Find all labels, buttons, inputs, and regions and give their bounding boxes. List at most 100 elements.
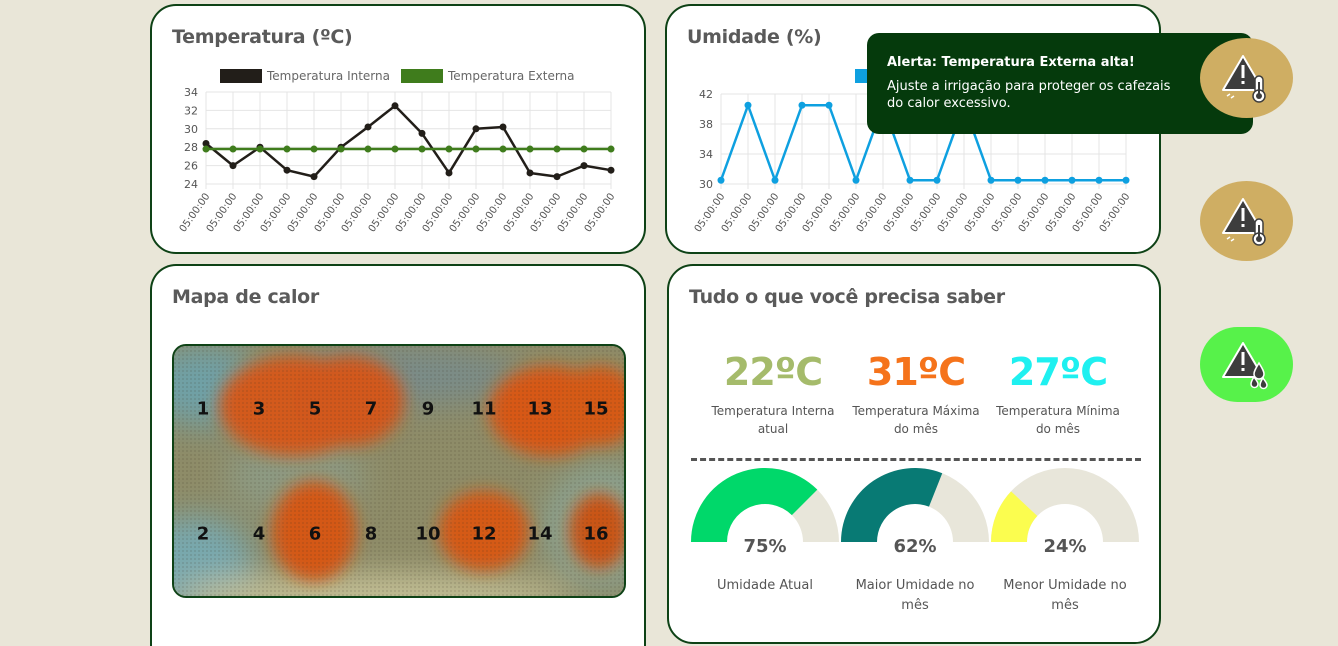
hum-data-point	[1122, 176, 1130, 184]
hum-data-point	[1068, 176, 1076, 184]
hum-y-tick-label: 34	[699, 148, 713, 161]
hum-series-line	[719, 104, 1126, 182]
stat-min-temp-value: 27ºC	[1008, 350, 1108, 394]
heatmap-card: Mapa de calor	[150, 264, 646, 646]
hum-legend-swatch	[855, 69, 869, 83]
heatmap-sensor-label: 16	[583, 523, 609, 545]
hum-y-tick-label: 38	[699, 118, 713, 131]
humidity-gauges	[691, 468, 1139, 542]
heatmap-sensor-label: 3	[252, 398, 266, 420]
hum-data-point	[825, 101, 833, 109]
gauge-fill	[991, 491, 1038, 542]
heatmap-sensor-label: 10	[415, 523, 441, 545]
alert-toast-message: Ajuste a irrigação para proteger os cafe…	[887, 79, 1171, 111]
gauge-current-humidity-value: 75%	[743, 536, 787, 557]
heatmap-card-title: Mapa de calor	[172, 286, 319, 308]
temp-data-point	[391, 145, 399, 153]
temperature-chart: 24262830323405:00:0005:00:0005:00:0005:0…	[178, 69, 617, 235]
temp-data-point	[229, 162, 237, 170]
heatmap-sensor-label: 7	[364, 398, 378, 420]
gauge-fill	[841, 468, 943, 542]
temp-data-point	[391, 102, 399, 110]
stat-internal-temp-value: 22ºC	[723, 350, 823, 394]
temp-y-tick-label: 24	[184, 178, 198, 191]
heatmap-sensor-label: 2	[196, 523, 210, 545]
temp-data-point	[607, 166, 615, 174]
humidity-alert-button[interactable]	[1200, 327, 1293, 402]
temp-data-point	[580, 145, 588, 153]
temp-legend-swatch	[401, 69, 443, 83]
temp-data-point	[229, 145, 237, 153]
humidity-card-title: Umidade (%)	[687, 26, 822, 48]
temp-data-point	[310, 173, 318, 181]
heatmap-sensor-label: 1	[196, 398, 210, 420]
gauge-min-humidity-value: 24%	[1043, 536, 1087, 557]
temp-data-point	[526, 145, 534, 153]
temp-data-point	[418, 145, 426, 153]
section-divider	[691, 458, 1141, 461]
stat-min-temp-label: Temperatura Mínima do mês	[996, 404, 1120, 436]
temp-y-tick-label: 30	[184, 123, 198, 136]
heatmap-image: 1 3 5 7 9 11 13 15 2 4 6 8 10 12 14 16	[172, 344, 626, 598]
heatmap-texture	[174, 346, 624, 596]
temp-data-point	[364, 123, 372, 131]
hum-y-tick-label: 30	[699, 178, 713, 191]
temp-legend-label: Temperatura Interna	[266, 69, 390, 83]
temp-data-point	[202, 145, 210, 153]
hum-data-point	[987, 176, 995, 184]
temp-data-point	[202, 140, 210, 148]
temp-y-tick-label: 28	[184, 141, 198, 154]
stat-max-temp-value: 31ºC	[866, 350, 966, 394]
temp-data-point	[499, 123, 507, 131]
hum-data-point	[717, 176, 725, 184]
temp-data-point	[526, 169, 534, 177]
temperature-alert-button[interactable]	[1200, 38, 1293, 118]
temp-y-tick-label: 34	[184, 86, 198, 99]
temperature-alert-button-2[interactable]	[1200, 181, 1293, 261]
hum-data-point	[798, 101, 806, 109]
heatmap-sensor-label: 5	[308, 398, 322, 420]
hum-data-point	[906, 176, 914, 184]
summary-card-title: Tudo o que você precisa saber	[689, 286, 1005, 308]
heatmap-sensor-label: 15	[583, 398, 609, 420]
temperature-card: Temperatura (ºC) 24 26 28 30 32 34 05:00:00 05:…	[150, 4, 646, 254]
temp-data-point	[472, 145, 480, 153]
heatmap-sensor-label: 12	[471, 523, 497, 545]
gauge-fill	[691, 468, 818, 542]
temp-series-line	[205, 104, 612, 178]
temp-data-point	[256, 145, 264, 153]
temp-data-point	[553, 145, 561, 153]
alert-toast[interactable]: Alerta: Temperatura Externa alta! Ajuste…	[867, 33, 1253, 134]
temp-data-point	[472, 125, 480, 133]
hum-data-point	[771, 176, 779, 184]
temperature-alert-icon	[1221, 55, 1266, 103]
hum-data-point	[852, 176, 860, 184]
temp-legend-swatch	[220, 69, 262, 83]
temperature-card-title: Temperatura (ºC)	[172, 26, 353, 48]
temp-legend-label: Temperatura Externa	[447, 69, 575, 83]
gauge-min-humidity-label: Menor Umidade no mês	[1003, 578, 1127, 613]
stat-max-temp-label: Temperatura Máxima do mês	[852, 404, 980, 436]
temp-data-point	[607, 145, 615, 153]
temp-data-point	[283, 145, 291, 153]
hum-data-point	[933, 176, 941, 184]
temp-data-point	[418, 129, 426, 137]
alert-toast-title: Alerta: Temperatura Externa alta!	[887, 55, 1135, 70]
gauge-current-humidity-label: Umidade Atual	[717, 578, 813, 593]
gauge-max-humidity-label: Maior Umidade no mês	[855, 578, 975, 613]
temp-data-point	[580, 162, 588, 170]
heatmap-sensor-label: 8	[364, 523, 378, 545]
hum-y-tick-label: 42	[699, 88, 713, 101]
heatmap-sensor-label: 14	[527, 523, 553, 545]
gauge-max-humidity-value: 62%	[893, 536, 937, 557]
heatmap-sensor-label: 11	[471, 398, 497, 420]
heatmap-sensor-label: 6	[308, 523, 322, 545]
heatmap-sensor-label: 9	[421, 398, 435, 420]
temp-data-point	[337, 145, 345, 153]
temp-data-point	[283, 166, 291, 174]
hum-data-point	[1095, 176, 1103, 184]
heatmap-sensor-label: 4	[252, 523, 266, 545]
hum-data-point	[1041, 176, 1049, 184]
temp-data-point	[553, 173, 561, 181]
temp-data-point	[499, 145, 507, 153]
